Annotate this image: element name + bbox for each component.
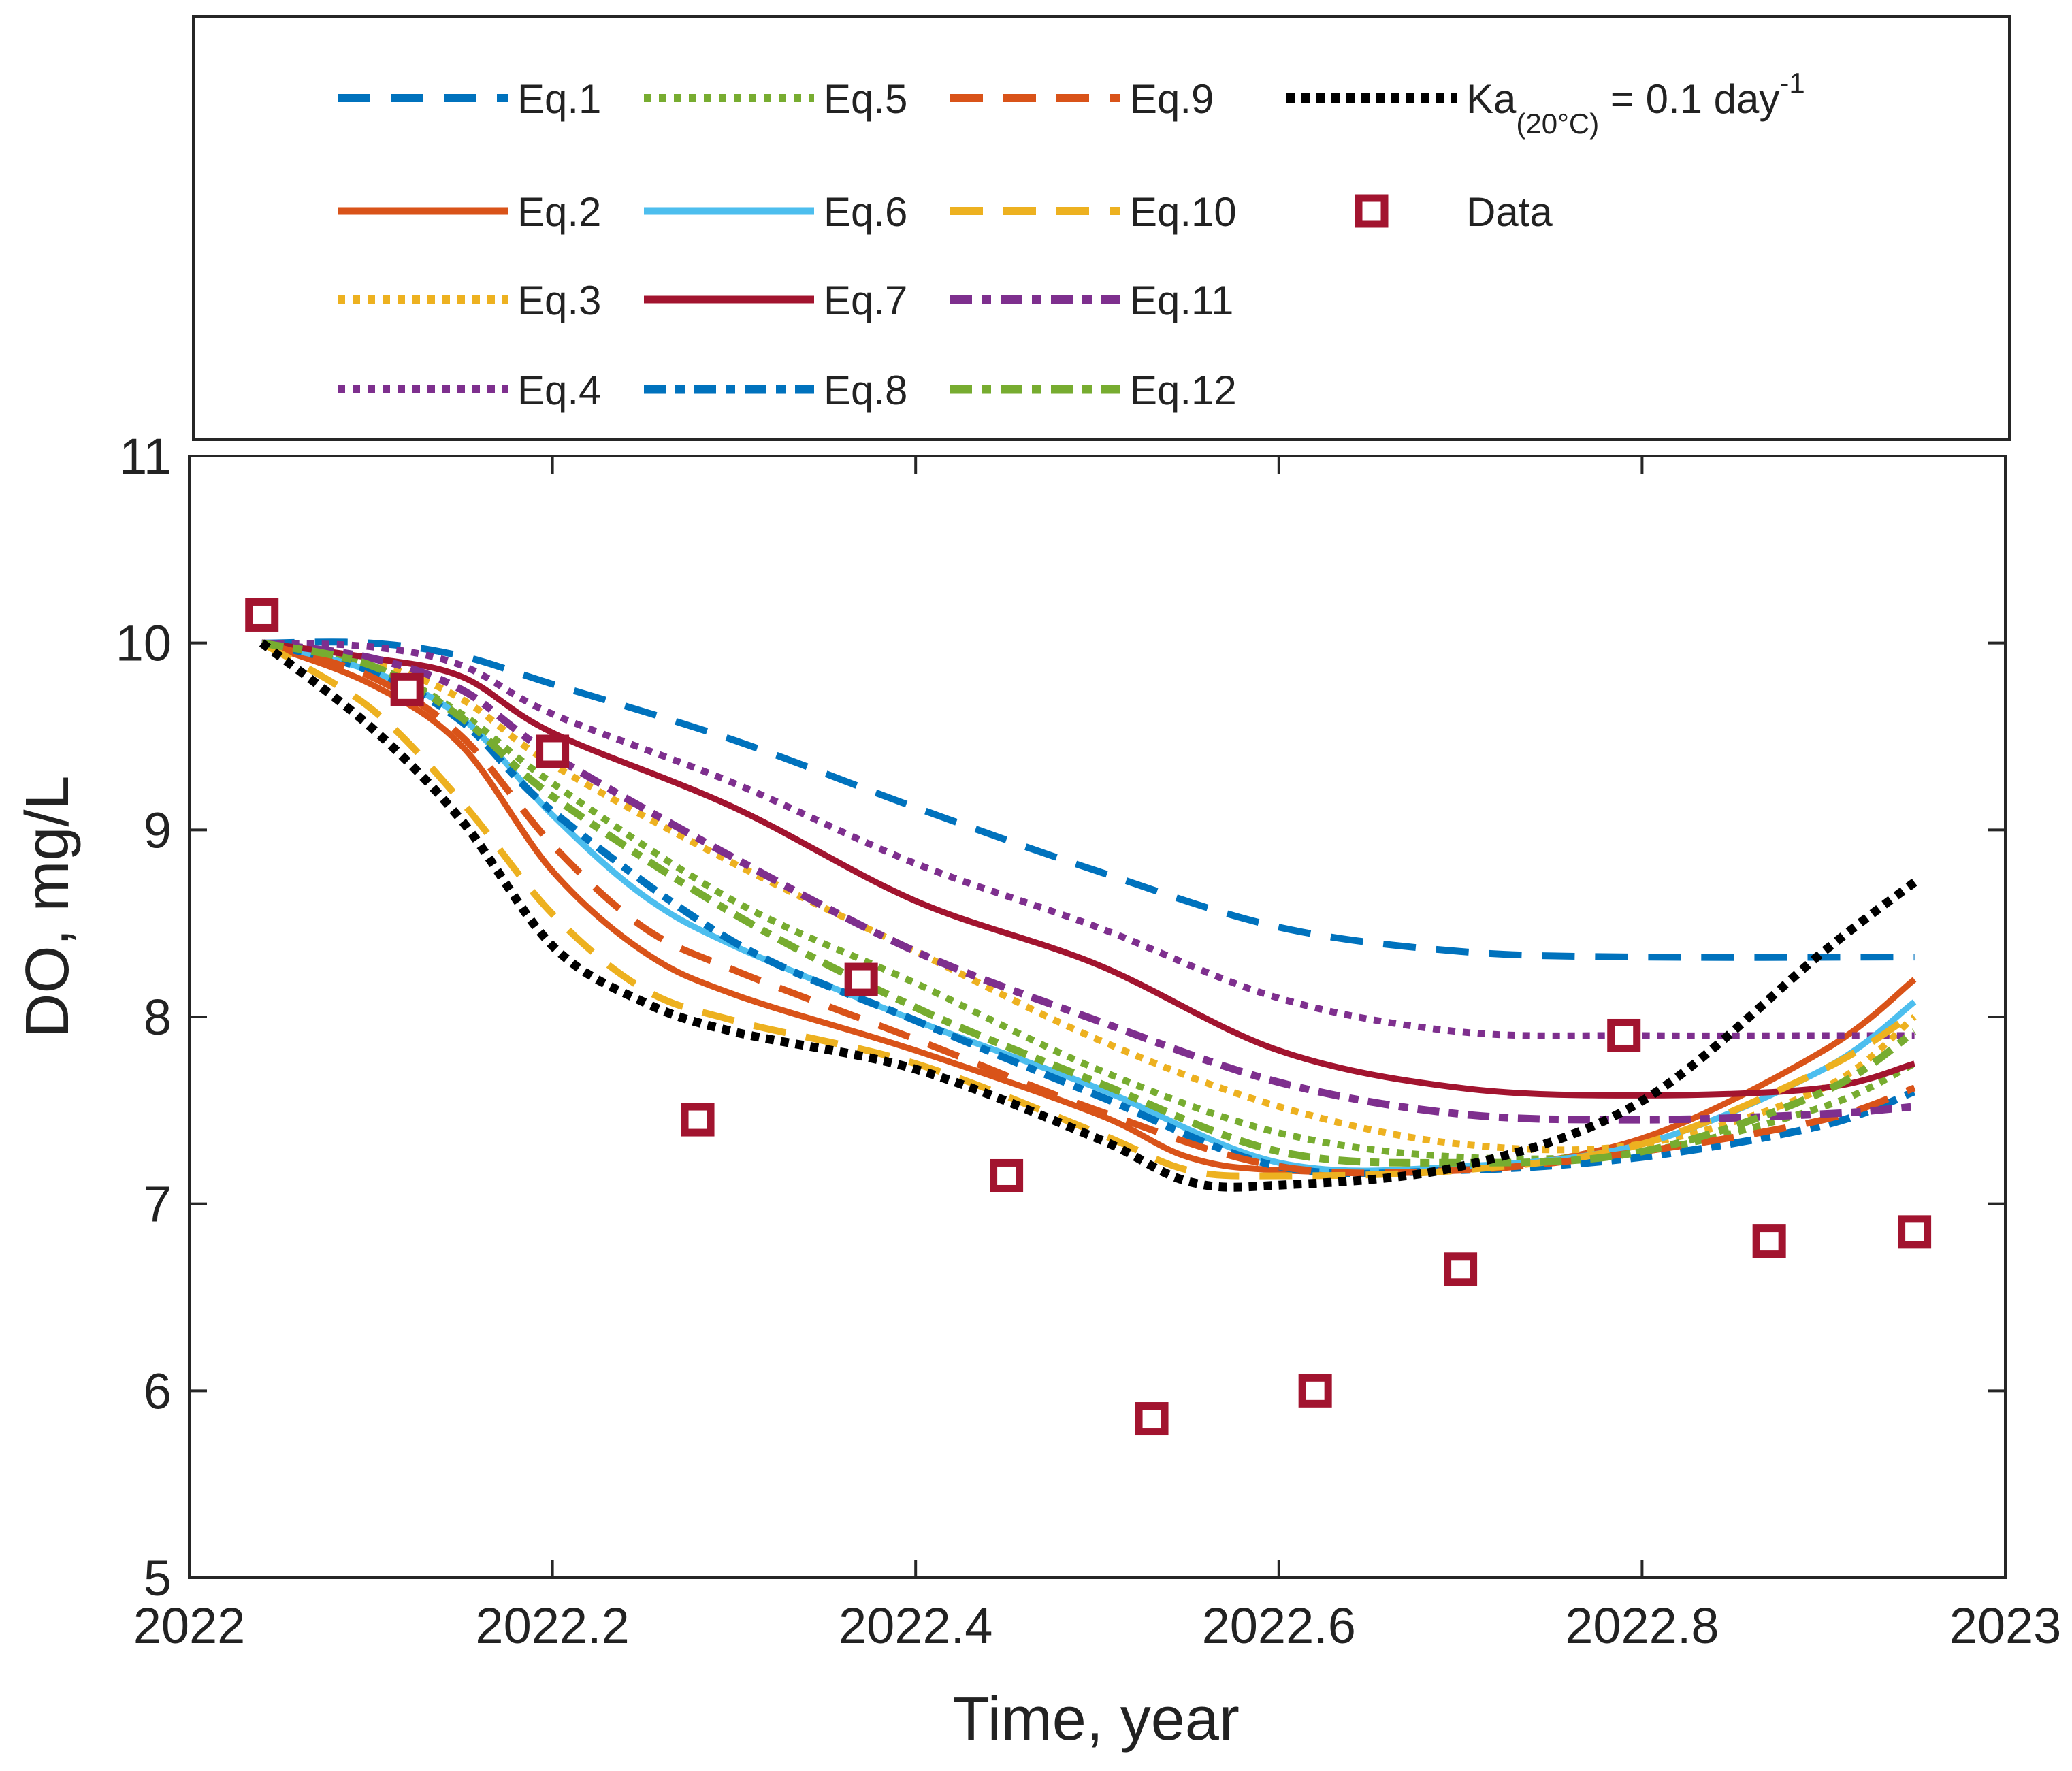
data-point — [1898, 1215, 1932, 1249]
legend-label-eq-10: Eq.10 — [1130, 189, 1237, 235]
series-line-eq-5 — [261, 639, 1916, 1163]
legend-label-eq-6: Eq.6 — [824, 189, 907, 235]
ticks-layer: 2022 2022.2 2022.4 2022.6 2022.8 2023 5 6 7 8 9 10 1… — [116, 428, 2062, 1654]
data-point — [844, 962, 878, 996]
series-layer — [259, 638, 1917, 1192]
legend-label-eq-2: Eq.2 — [517, 189, 601, 235]
legend-box — [192, 15, 2011, 441]
legend-label-ka: Ka(20°C) = 0.1 day-1 — [1466, 67, 1805, 140]
x-tick-label: 2022.4 — [839, 1597, 992, 1654]
legend-label-eq-12: Eq.12 — [1130, 368, 1237, 413]
y-tick-label: 9 — [144, 802, 172, 858]
series-line-eq-3 — [261, 639, 1917, 1154]
series-line-eq-8 — [261, 639, 1916, 1177]
x-tick-label: 2022.6 — [1202, 1597, 1356, 1654]
data-point — [681, 1103, 715, 1137]
series-line-ka-20-c-0-1-day-1 — [259, 639, 1917, 1192]
x-tick-label: 2022 — [133, 1597, 246, 1654]
data-point — [1444, 1252, 1478, 1286]
legend-label-eq-7: Eq.7 — [824, 278, 907, 323]
legend-label-eq-3: Eq.3 — [517, 278, 601, 323]
legend-label-eq-4: Eq.4 — [517, 368, 601, 413]
data-point — [536, 734, 570, 768]
data-point — [1135, 1402, 1169, 1436]
y-tick-label: 6 — [144, 1363, 172, 1419]
data-points-layer — [245, 598, 1932, 1436]
legend: Eq.1 Eq.2 Eq.3 Eq.4 Eq.5 Eq.6 Eq.7 Eq.8 Eq.9 Eq.1… — [192, 15, 2011, 441]
plot-area: 2022 2022.2 2022.4 2022.6 2022.8 2023 5 6 7 8 9 10 1… — [116, 428, 2062, 1654]
x-tick-label: 2022.8 — [1565, 1597, 1719, 1654]
y-tick-label: 10 — [116, 615, 172, 672]
y-tick-label: 5 — [144, 1550, 172, 1606]
data-point — [990, 1158, 1024, 1192]
legend-swatch-data — [1355, 194, 1389, 228]
series-line-eq-11 — [261, 639, 1915, 1124]
series-line-eq-4 — [261, 639, 1915, 1039]
data-point — [245, 598, 279, 632]
data-point — [1607, 1018, 1641, 1052]
series-line-eq-7 — [261, 640, 1915, 1099]
legend-label-eq-1: Eq.1 — [517, 76, 601, 122]
series-line-eq-1 — [261, 638, 1915, 961]
series-line-eq-12 — [261, 639, 1917, 1167]
legend-label-data: Data — [1466, 189, 1553, 235]
y-tick-label: 11 — [119, 428, 172, 485]
x-tick-label: 2023 — [1949, 1597, 2062, 1654]
data-point — [1298, 1374, 1332, 1408]
data-point — [390, 672, 424, 706]
y-tick-label: 7 — [144, 1176, 172, 1233]
data-point — [1752, 1224, 1786, 1258]
x-tick-label: 2022.2 — [475, 1597, 629, 1654]
series-line-eq-2 — [261, 640, 1917, 1176]
y-tick-label: 8 — [144, 989, 172, 1045]
legend-label-eq-11: Eq.11 — [1130, 278, 1233, 323]
x-axis-label: Time, year — [952, 1685, 1240, 1753]
y-axis-label: DO, mg/L — [14, 775, 82, 1037]
legend-label-eq-5: Eq.5 — [824, 76, 907, 122]
legend-label-eq-9: Eq.9 — [1130, 76, 1214, 122]
legend-label-eq-8: Eq.8 — [824, 368, 907, 413]
series-line-eq-10 — [260, 640, 1917, 1180]
